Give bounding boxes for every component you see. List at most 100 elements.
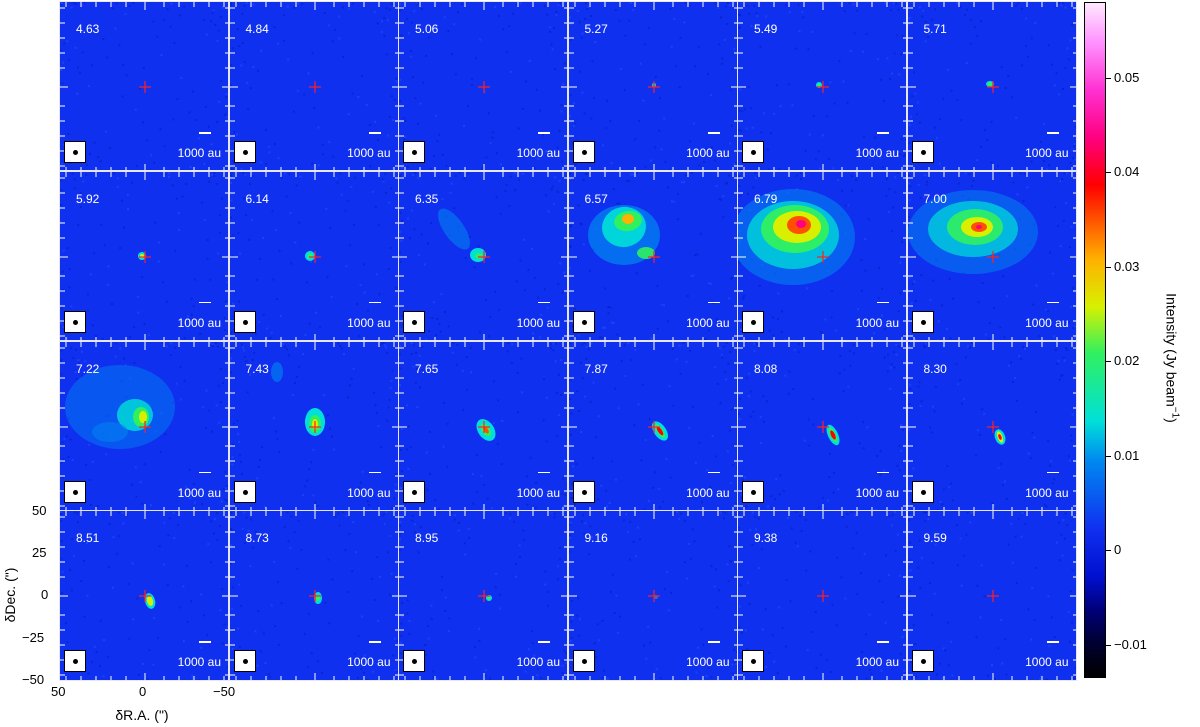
channel-panel: 6.35 1000 au: [398, 170, 568, 341]
noise-speckle: [544, 150, 547, 153]
noise-speckle: [746, 647, 749, 650]
noise-speckle: [893, 52, 896, 55]
noise-speckle: [220, 197, 223, 200]
noise-speckle: [831, 604, 834, 607]
noise-speckle: [67, 455, 70, 458]
noise-speckle: [993, 678, 996, 680]
noise-speckle: [561, 665, 564, 668]
noise-speckle: [695, 339, 698, 340]
noise-speckle: [175, 197, 178, 200]
noise-speckle: [222, 487, 225, 490]
noise-speckle: [274, 228, 277, 231]
colorbar-tick: [1106, 550, 1111, 552]
noise-speckle: [613, 612, 616, 615]
noise-speckle: [218, 525, 221, 528]
noise-speckle: [736, 279, 737, 282]
noise-speckle: [563, 271, 566, 274]
noise-speckle: [96, 168, 99, 171]
noise-speckle: [573, 307, 576, 310]
noise-speckle: [1026, 55, 1029, 58]
noise-speckle: [558, 129, 561, 132]
noise-speckle: [127, 582, 130, 585]
noise-speckle: [928, 298, 931, 301]
noise-speckle: [207, 543, 210, 546]
noise-speckle: [381, 178, 384, 181]
noise-speckle: [1026, 608, 1029, 611]
noise-speckle: [913, 92, 916, 95]
noise-speckle: [794, 47, 797, 50]
beam-box: [233, 480, 256, 503]
noise-speckle: [930, 613, 933, 616]
noise-speckle: [400, 635, 403, 638]
noise-speckle: [985, 138, 988, 141]
noise-speckle: [396, 490, 398, 493]
noise-speckle: [1072, 145, 1075, 148]
noise-speckle: [728, 3, 731, 6]
noise-speckle: [376, 620, 379, 623]
noise-speckle: [874, 508, 877, 510]
noise-speckle: [289, 547, 292, 550]
beam-ellipse: [412, 150, 417, 155]
velocity-label: 4.63: [76, 22, 100, 36]
noise-speckle: [717, 589, 720, 592]
noise-speckle: [200, 502, 203, 505]
noise-speckle: [779, 473, 782, 476]
noise-speckle: [581, 32, 584, 35]
noise-speckle: [810, 631, 813, 634]
noise-speckle: [230, 529, 233, 532]
noise-speckle: [872, 656, 875, 659]
noise-speckle: [932, 409, 935, 412]
noise-speckle: [912, 624, 915, 627]
noise-speckle: [646, 626, 649, 629]
noise-speckle: [76, 521, 79, 524]
velocity-label: 8.73: [245, 531, 269, 546]
noise-speckle: [430, 222, 433, 225]
noise-speckle: [281, 342, 284, 345]
noise-speckle: [583, 522, 586, 525]
noise-speckle: [230, 628, 233, 631]
noise-speckle: [731, 463, 734, 466]
noise-speckle: [738, 511, 741, 514]
noise-speckle: [568, 515, 571, 518]
noise-speckle: [353, 176, 356, 179]
noise-speckle: [701, 644, 704, 647]
noise-speckle: [1050, 616, 1053, 619]
noise-speckle: [667, 609, 670, 612]
noise-speckle: [211, 11, 214, 14]
noise-speckle: [182, 585, 185, 588]
noise-speckle: [430, 618, 433, 621]
noise-speckle: [411, 209, 414, 212]
colorbar-tick-label: 0.04: [1114, 164, 1140, 180]
noise-speckle: [394, 483, 397, 486]
noise-speckle: [164, 432, 167, 435]
noise-speckle: [289, 211, 292, 214]
noise-speckle: [992, 306, 995, 309]
noise-speckle: [588, 269, 591, 272]
noise-speckle: [368, 124, 371, 127]
noise-speckle: [893, 365, 896, 368]
noise-speckle: [407, 467, 410, 470]
noise-speckle: [562, 504, 565, 507]
noise-speckle: [68, 267, 71, 270]
noise-speckle: [163, 522, 166, 525]
scale-bar: [199, 132, 211, 134]
noise-speckle: [801, 10, 804, 13]
noise-speckle: [754, 176, 757, 179]
noise-speckle: [60, 592, 63, 595]
beam-ellipse: [242, 489, 248, 495]
noise-speckle: [1058, 559, 1061, 562]
velocity-label: 6.79: [754, 191, 778, 206]
noise-speckle: [94, 678, 97, 680]
noise-speckle: [855, 178, 858, 181]
noise-speckle: [399, 549, 402, 552]
noise-speckle: [735, 338, 737, 340]
noise-speckle: [942, 488, 945, 491]
noise-speckle: [626, 341, 629, 344]
scale-bar: [538, 471, 550, 473]
noise-speckle: [828, 158, 831, 161]
noise-speckle: [523, 289, 526, 292]
noise-speckle: [740, 339, 743, 340]
noise-speckle: [916, 385, 919, 388]
noise-speckle: [1003, 480, 1006, 483]
noise-speckle: [137, 311, 140, 314]
